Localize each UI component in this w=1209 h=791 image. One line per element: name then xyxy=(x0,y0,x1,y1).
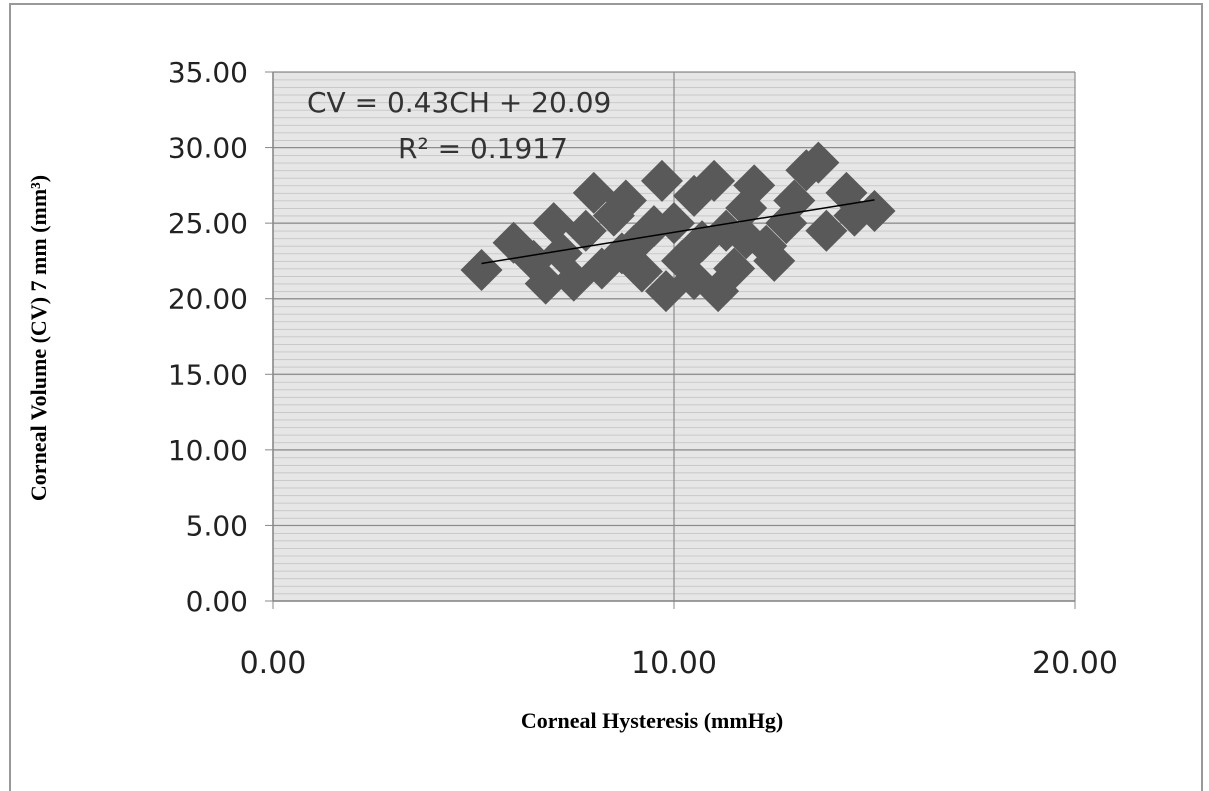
y-axis-label: Corneal Volume (CV) 7 mm (mm³) xyxy=(26,175,51,501)
point xyxy=(673,258,716,301)
y-tick-label: 20.00 xyxy=(168,283,248,316)
point xyxy=(640,159,683,202)
y-tick-label: 0.00 xyxy=(186,585,248,618)
y-tick-label: 5.00 xyxy=(186,509,248,542)
y-tick-label: 30.00 xyxy=(168,132,248,165)
x-tick-label: 20.00 xyxy=(1032,646,1118,681)
point xyxy=(460,248,503,291)
point xyxy=(604,179,647,222)
y-tick-label: 25.00 xyxy=(168,207,248,240)
point xyxy=(753,239,796,282)
point xyxy=(725,217,768,260)
point xyxy=(492,221,535,264)
frame xyxy=(9,3,1203,791)
x-tick-label: 10.00 xyxy=(631,646,717,681)
x-axis-label: Corneal Hysteresis (mmHg) xyxy=(521,708,783,733)
trend-line xyxy=(481,199,875,265)
point xyxy=(853,190,896,233)
point xyxy=(733,164,776,207)
point xyxy=(532,202,575,245)
annotation: R² = 0.1917 xyxy=(398,132,568,165)
point xyxy=(572,171,615,214)
y-tick-label: 10.00 xyxy=(168,434,248,467)
point xyxy=(797,141,840,184)
point xyxy=(524,262,567,305)
annotation: CV = 0.43CH + 20.09 xyxy=(307,86,611,119)
point xyxy=(693,159,736,202)
point xyxy=(805,209,848,252)
point xyxy=(713,247,756,290)
y-tick-label: 35.00 xyxy=(168,56,248,89)
point xyxy=(564,209,607,252)
y-tick-label: 15.00 xyxy=(168,358,248,391)
x-tick-label: 0.00 xyxy=(240,646,307,681)
